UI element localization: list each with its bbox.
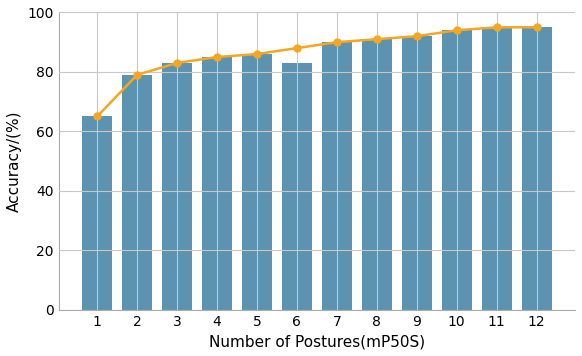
Bar <box>362 39 392 310</box>
Bar <box>482 27 512 310</box>
Bar <box>521 27 552 310</box>
Bar <box>162 63 192 310</box>
Bar <box>442 30 471 310</box>
Bar <box>322 42 352 310</box>
X-axis label: Number of Postures(mP50S): Number of Postures(mP50S) <box>209 334 425 349</box>
Bar <box>82 116 112 310</box>
Bar <box>122 75 152 310</box>
Bar <box>402 36 432 310</box>
Bar <box>282 63 312 310</box>
Bar <box>242 54 272 310</box>
Y-axis label: Accuracy/(%): Accuracy/(%) <box>7 110 22 212</box>
Bar <box>202 57 232 310</box>
